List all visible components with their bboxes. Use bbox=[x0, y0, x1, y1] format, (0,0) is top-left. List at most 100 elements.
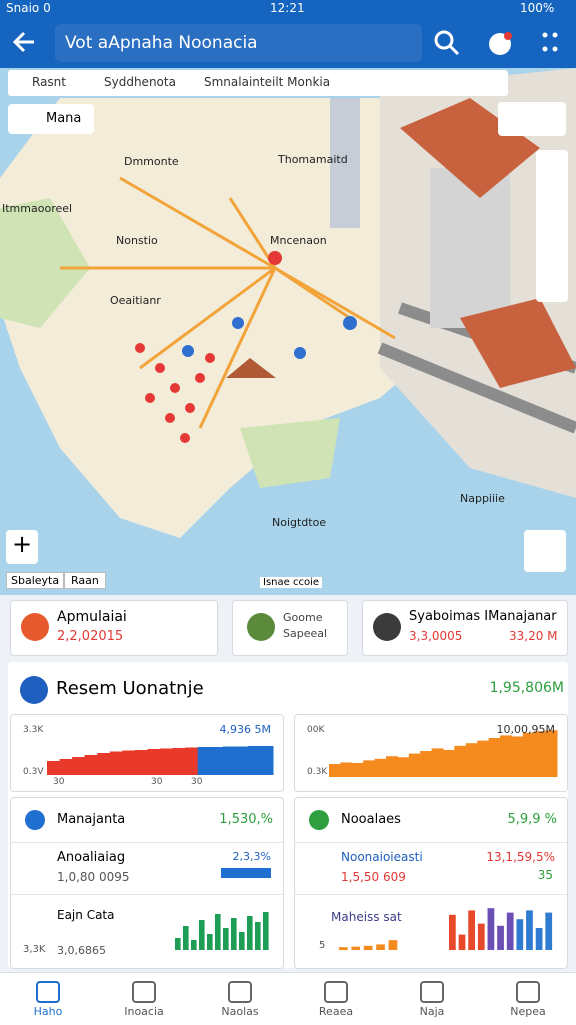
status-time: 12:21 bbox=[270, 1, 305, 15]
panel-total: 1,95,806M bbox=[489, 680, 564, 696]
map-tab[interactable]: Smnalainteilt Monkia bbox=[204, 75, 331, 89]
search-box[interactable]: Vot aApnaha Noonacia bbox=[55, 24, 422, 62]
header: Snaio 0 12:21 100% Vot aApnaha Noonacia bbox=[0, 0, 576, 68]
map-tab[interactable]: Rasnt bbox=[32, 75, 66, 89]
person-card[interactable]: Goome Sapeeal bbox=[232, 600, 348, 656]
bar bbox=[534, 731, 547, 777]
bar bbox=[47, 761, 61, 775]
bar bbox=[431, 748, 444, 777]
bar bbox=[109, 751, 123, 775]
bar bbox=[185, 747, 199, 775]
row-value: 1,530,% bbox=[219, 812, 273, 827]
bar bbox=[255, 922, 261, 950]
row-extra: 3,3K bbox=[23, 944, 46, 955]
map-chip[interactable]: Sbaleyta bbox=[6, 572, 65, 589]
person-card[interactable]: Syaboimas IManajanar 3,3,0005 33,20 M bbox=[362, 600, 568, 656]
row-value: 1,0,80 0095 bbox=[57, 870, 130, 884]
row-name: Nooalaes bbox=[341, 812, 401, 827]
mini-chart bbox=[449, 908, 553, 950]
bar bbox=[223, 928, 229, 950]
bar bbox=[458, 934, 466, 950]
locate-button[interactable] bbox=[524, 530, 566, 572]
bar bbox=[175, 938, 181, 950]
nav-item[interactable]: Nepea bbox=[480, 977, 576, 1023]
nav-label: Naja bbox=[419, 1005, 445, 1018]
nav-item[interactable]: Naja bbox=[384, 977, 480, 1023]
row-extra: 13,1,59,5% bbox=[486, 850, 555, 864]
map-chip[interactable]: Mana bbox=[8, 104, 94, 134]
axis-label: 3.3K bbox=[23, 725, 44, 735]
map-layer-button[interactable] bbox=[498, 102, 566, 136]
back-button[interactable] bbox=[12, 30, 38, 54]
chart-card[interactable]: 3.3K 0.3V 30 30 30 4,936 5M bbox=[10, 714, 284, 792]
menu-button[interactable] bbox=[540, 30, 560, 56]
bar bbox=[522, 732, 535, 777]
bar bbox=[497, 925, 504, 950]
bar bbox=[351, 762, 364, 777]
axis-label: 00K bbox=[307, 725, 325, 735]
bar bbox=[488, 738, 501, 777]
bar bbox=[376, 944, 385, 950]
zoom-button[interactable]: + bbox=[6, 530, 38, 564]
profile-button[interactable] bbox=[486, 30, 514, 56]
chart-card[interactable]: 00K 0.3K 10,00,95M bbox=[294, 714, 568, 792]
stats-right: Nooalaes 5,9,9 % Noonaioieasti 1,5,50 60… bbox=[294, 797, 568, 969]
bar bbox=[222, 746, 236, 775]
bar bbox=[526, 910, 533, 950]
card-name: Syaboimas IManajanar bbox=[409, 609, 557, 624]
mini-chart bbox=[47, 746, 274, 775]
map-tabs: Rasnt Syddhenota Smnalainteilt Monkia bbox=[8, 70, 508, 96]
nav-label: Reaea bbox=[318, 1005, 354, 1018]
bar bbox=[545, 730, 558, 777]
bar bbox=[197, 747, 211, 775]
row-name: Noonaioieasti bbox=[341, 850, 423, 864]
x-label: 30 bbox=[53, 777, 65, 787]
mini-chart bbox=[329, 730, 558, 777]
row-name: Manajanta bbox=[57, 812, 126, 827]
map-label: Mncenaon bbox=[270, 234, 327, 247]
bar bbox=[408, 753, 421, 777]
map-chip[interactable]: Raan bbox=[64, 572, 106, 589]
bar bbox=[487, 908, 495, 950]
bar bbox=[545, 912, 553, 950]
bar bbox=[160, 748, 174, 775]
bar bbox=[468, 910, 476, 950]
bar bbox=[506, 912, 514, 950]
bar bbox=[231, 918, 237, 950]
map-label: Dmmonte bbox=[124, 155, 179, 168]
nav-item[interactable]: Reaea bbox=[288, 977, 384, 1023]
bar bbox=[397, 757, 410, 777]
bar bbox=[477, 923, 485, 950]
nav-item[interactable]: Inoacia bbox=[96, 977, 192, 1023]
map-label: Oeaitianr bbox=[110, 294, 161, 307]
row-name: Eajn Cata bbox=[57, 908, 115, 922]
axis-label: 0.3K bbox=[307, 767, 328, 777]
bar bbox=[199, 920, 205, 950]
status-left: Snaio 0 bbox=[6, 1, 51, 15]
nav-label: Inoacia bbox=[124, 1005, 164, 1018]
bar bbox=[247, 916, 253, 950]
nav-item[interactable]: Haho bbox=[0, 977, 96, 1023]
x-label: 30 bbox=[151, 777, 163, 787]
map-controls[interactable] bbox=[536, 150, 568, 302]
bar bbox=[388, 940, 398, 950]
bar bbox=[363, 945, 373, 950]
bar bbox=[183, 926, 189, 950]
map-label: Nonstio bbox=[116, 234, 158, 247]
bar bbox=[84, 755, 98, 775]
map[interactable] bbox=[0, 68, 576, 595]
map-scale: Isnae ccoie bbox=[260, 577, 323, 588]
bottom-nav: Haho Inoacia Naolas Reaea Naja Nepea bbox=[0, 972, 576, 1025]
bar bbox=[235, 746, 249, 775]
nav-item[interactable]: Naolas bbox=[192, 977, 288, 1023]
row-value: 5,9,9 % bbox=[507, 812, 557, 827]
bar bbox=[477, 740, 490, 777]
axis-label: 0.3V bbox=[23, 767, 44, 777]
mini-chart bbox=[175, 912, 269, 950]
search-button[interactable] bbox=[434, 30, 460, 56]
person-card[interactable]: Apmulaiai 2,2,02015 bbox=[10, 600, 218, 656]
bar bbox=[511, 736, 524, 777]
map-label: Noigtdtoe bbox=[272, 516, 327, 529]
map-tab[interactable]: Syddhenota bbox=[104, 75, 176, 89]
